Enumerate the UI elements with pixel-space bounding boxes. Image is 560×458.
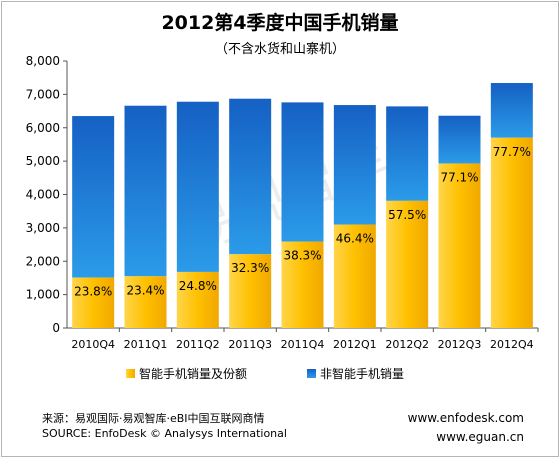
bar-non-smart xyxy=(124,105,167,277)
y-tick-label: 8,000 xyxy=(26,54,60,68)
x-tick-label: 2012Q2 xyxy=(385,338,429,351)
bar-smart xyxy=(124,276,167,328)
data-label: 23.4% xyxy=(126,283,164,297)
chart-title: 2012第4季度中国手机销量 xyxy=(161,12,399,34)
url-eguan: www.eguan.cn xyxy=(436,430,524,444)
x-tick-label: 2011Q2 xyxy=(176,338,220,351)
legend: 智能手机销量及份额 非智能手机销量 xyxy=(126,366,404,381)
y-tick-label: 1,000 xyxy=(26,288,60,302)
data-label: 24.8% xyxy=(179,279,217,293)
source-cn: 来源：易观国际·易观智库·eBI中国互联网商情 xyxy=(42,412,265,425)
bar-smart xyxy=(490,137,533,328)
bar-non-smart xyxy=(490,83,533,138)
data-label: 23.8% xyxy=(74,285,112,299)
bar-non-smart xyxy=(281,102,324,242)
bar-smart xyxy=(281,241,324,328)
x-tick-label: 2011Q4 xyxy=(281,338,325,351)
bar-non-smart xyxy=(72,116,115,278)
bar-non-smart xyxy=(176,101,219,272)
data-label: 77.1% xyxy=(440,170,478,184)
x-tick-label: 2010Q4 xyxy=(71,338,115,351)
bar-non-smart xyxy=(386,106,429,201)
stacked-bar-chart: 0 1,000 2,000 3,000 4,000 5,000 6,000 7,000 8,00… xyxy=(26,54,539,381)
bar-non-smart xyxy=(438,115,481,164)
data-labels: 23.8% 23.4% 24.8% 32.3% 38.3% 46.4% 57.5% 77.1%… xyxy=(74,145,531,299)
bar-smart xyxy=(176,271,219,328)
x-tick-label: 2012Q3 xyxy=(438,338,482,351)
url-enfodesk: www.enfodesk.com xyxy=(407,411,524,425)
legend-label-non-smart: 非智能手机销量 xyxy=(320,366,404,381)
y-tick-label: 3,000 xyxy=(26,221,60,235)
bars xyxy=(72,83,533,328)
y-tick-label: 6,000 xyxy=(26,121,60,135)
data-label: 32.3% xyxy=(231,261,269,275)
data-label: 77.7% xyxy=(493,145,531,159)
data-label: 57.5% xyxy=(388,208,426,222)
legend-swatch-smart xyxy=(126,369,135,378)
data-label: 38.3% xyxy=(283,249,321,263)
bar-non-smart xyxy=(333,105,376,225)
bar-smart xyxy=(229,254,272,328)
bar-smart xyxy=(333,224,376,328)
y-tick-label: 0 xyxy=(52,321,60,335)
bar-smart xyxy=(438,163,481,328)
legend-swatch-non-smart xyxy=(307,369,316,378)
legend-label-smart: 智能手机销量及份额 xyxy=(139,366,247,381)
source-en: SOURCE: EnfoDesk © Analysys Internationa… xyxy=(42,427,287,440)
bar-smart xyxy=(72,277,115,328)
x-tick-label: 2011Q1 xyxy=(124,338,168,351)
x-tick-label: 2012Q4 xyxy=(490,338,534,351)
x-tick-label: 2011Q3 xyxy=(228,338,272,351)
chart-subtitle: （不含水货和山寨机） xyxy=(214,42,345,57)
x-tick-label: 2012Q1 xyxy=(333,338,377,351)
y-tick-label: 7,000 xyxy=(26,87,60,101)
y-tick-label: 2,000 xyxy=(26,254,60,268)
y-tick-label: 5,000 xyxy=(26,154,60,168)
y-tick-label: 4,000 xyxy=(26,188,60,202)
data-label: 46.4% xyxy=(336,232,374,246)
bar-non-smart xyxy=(229,98,272,255)
bar-smart xyxy=(386,200,429,328)
